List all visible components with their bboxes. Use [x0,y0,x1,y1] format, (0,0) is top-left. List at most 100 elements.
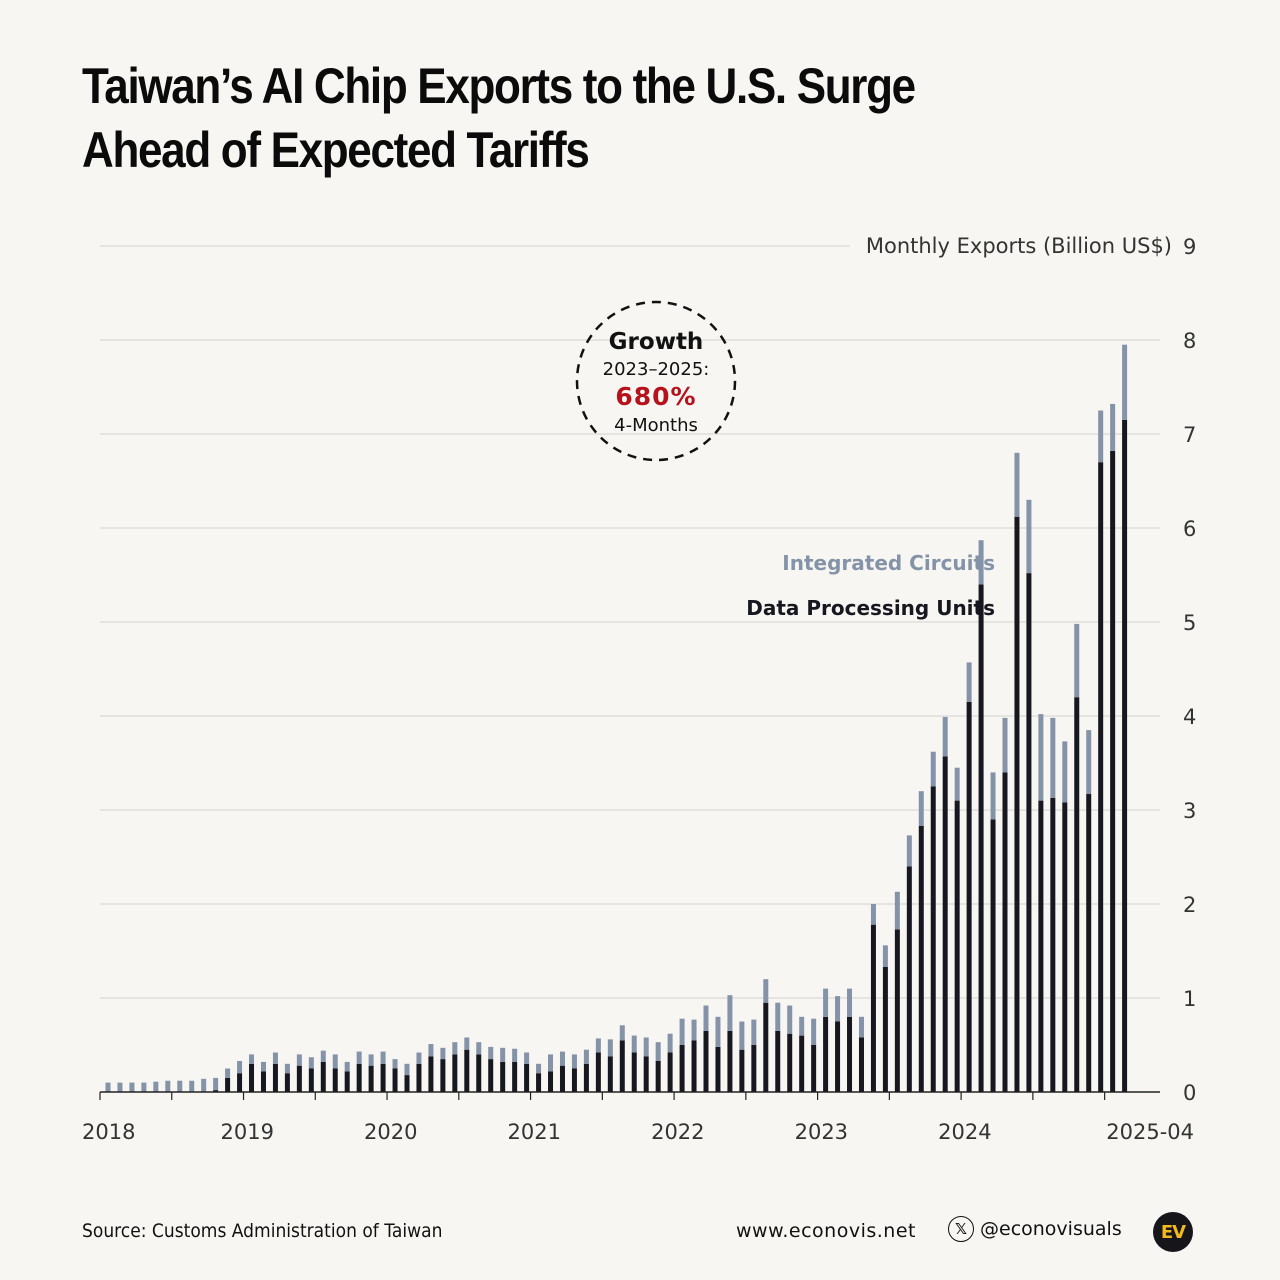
bar-data-processing-units [260,1071,266,1092]
growth-annotation-value: 680% [615,382,696,411]
growth-annotation-circle [575,300,737,462]
x-tick-label: 2020 [364,1120,417,1144]
bar-data-processing-units [858,1037,864,1092]
bar-data-processing-units [249,1063,255,1092]
bar-data-processing-units [536,1073,542,1092]
bar-integrated-circuits [1002,717,1008,773]
bar-integrated-circuits [835,996,841,1022]
bar-data-processing-units [954,800,960,1092]
bar-data-processing-units [1050,797,1056,1092]
bar-data-processing-units [847,1016,853,1092]
bar-data-processing-units [703,1030,709,1092]
bar-integrated-circuits [320,1050,326,1062]
bar-integrated-circuits [392,1059,398,1069]
bar-integrated-circuits [464,1037,470,1050]
bar-data-processing-units [643,1056,649,1092]
y-tick-label: 3 [1183,799,1196,823]
y-tick-label: 9 [1183,235,1196,259]
bar-integrated-circuits [416,1052,422,1064]
bar-integrated-circuits [894,891,900,930]
bar-integrated-circuits [548,1054,554,1072]
bar-data-processing-units [595,1052,601,1092]
bar-data-processing-units [751,1045,757,1092]
y-axis-label: Monthly Exports (Billion US$) [866,234,1172,258]
bar-integrated-circuits [739,1021,745,1050]
bar-integrated-circuits [763,979,769,1003]
y-tick-label: 0 [1183,1081,1196,1105]
bar-integrated-circuits [440,1047,446,1060]
bar-integrated-circuits [177,1080,183,1092]
bar-data-processing-units [1026,573,1032,1092]
bar-integrated-circuits [1038,714,1044,801]
bar-integrated-circuits [1050,717,1056,798]
bar-data-processing-units [320,1061,326,1092]
bar-data-processing-units [524,1063,530,1092]
bar-integrated-circuits [751,1019,757,1045]
chart-title-line-2: Ahead of Expected Tariffs [82,122,590,178]
econovis-logo: EV [1153,1212,1193,1252]
bar-data-processing-units [1086,794,1092,1092]
bar-integrated-circuits [823,988,829,1017]
bar-integrated-circuits [428,1044,434,1057]
bar-integrated-circuits [727,995,733,1031]
bar-data-processing-units [930,786,936,1092]
bar-integrated-circuits [607,1039,613,1057]
bar-data-processing-units [918,825,924,1092]
bar-data-processing-units [500,1061,506,1092]
bar-data-processing-units [619,1040,625,1092]
bar-integrated-circuits [201,1078,207,1092]
bar-integrated-circuits [524,1052,530,1064]
social-handle[interactable]: 𝕏 @econovisuals [948,1216,1122,1242]
bar-data-processing-units [1062,802,1068,1092]
bar-integrated-circuits [356,1051,362,1064]
x-tick-label: 2018 [82,1120,135,1144]
bar-data-processing-units [332,1068,338,1092]
bar-integrated-circuits [237,1060,243,1074]
bar-data-processing-units [392,1068,398,1092]
bar-data-processing-units [870,924,876,1092]
bar-data-processing-units [727,1030,733,1092]
growth-annotation-period: 2023–2025: [603,359,710,380]
bar-integrated-circuits [667,1033,673,1053]
bar-data-processing-units [1074,697,1080,1092]
x-tick-label: 2022 [651,1120,704,1144]
website-link[interactable]: www.econovis.net [736,1220,916,1242]
bar-integrated-circuits [942,716,948,757]
bar-integrated-circuits [153,1081,159,1092]
chart-title-line-1: Taiwan’s AI Chip Exports to the U.S. Sur… [82,58,916,114]
bar-integrated-circuits [906,835,912,867]
bar-integrated-circuits [476,1042,482,1055]
bar-data-processing-units [811,1045,817,1092]
bar-data-processing-units [428,1056,434,1092]
bar-data-processing-units [1038,800,1044,1092]
bar-data-processing-units [679,1045,685,1092]
bar-data-processing-units [488,1059,494,1092]
bar-integrated-circuits [1110,403,1116,451]
bar-data-processing-units [512,1061,518,1092]
bar-integrated-circuits [249,1054,255,1064]
bar-data-processing-units [237,1073,243,1092]
bar-integrated-circuits [1062,741,1068,803]
bar-integrated-circuits [978,540,984,585]
bar-integrated-circuits [787,1005,793,1034]
bar-data-processing-units [823,1016,829,1092]
bar-data-processing-units [571,1068,577,1092]
bar-data-processing-units [284,1073,290,1092]
bar-data-processing-units [966,701,972,1092]
bar-integrated-circuits [488,1046,494,1060]
bar-integrated-circuits [655,1042,661,1061]
x-tick-label: 2023 [795,1120,848,1144]
bar-data-processing-units [548,1071,554,1092]
chart-title: Taiwan’s AI Chip Exports to the U.S. Sur… [82,54,962,182]
social-handle-text: @econovisuals [980,1218,1122,1240]
bar-integrated-circuits [1014,452,1020,517]
x-tick-label: 2025-04 [1106,1120,1194,1144]
growth-annotation-note: 4-Months [614,415,698,436]
bar-data-processing-units [763,1002,769,1092]
bar-integrated-circuits [308,1057,314,1069]
bar-integrated-circuits [691,1019,697,1041]
bar-integrated-circuits [117,1082,123,1092]
bar-integrated-circuits [643,1037,649,1057]
bar-integrated-circuits [225,1068,231,1078]
bar-data-processing-units [906,866,912,1092]
